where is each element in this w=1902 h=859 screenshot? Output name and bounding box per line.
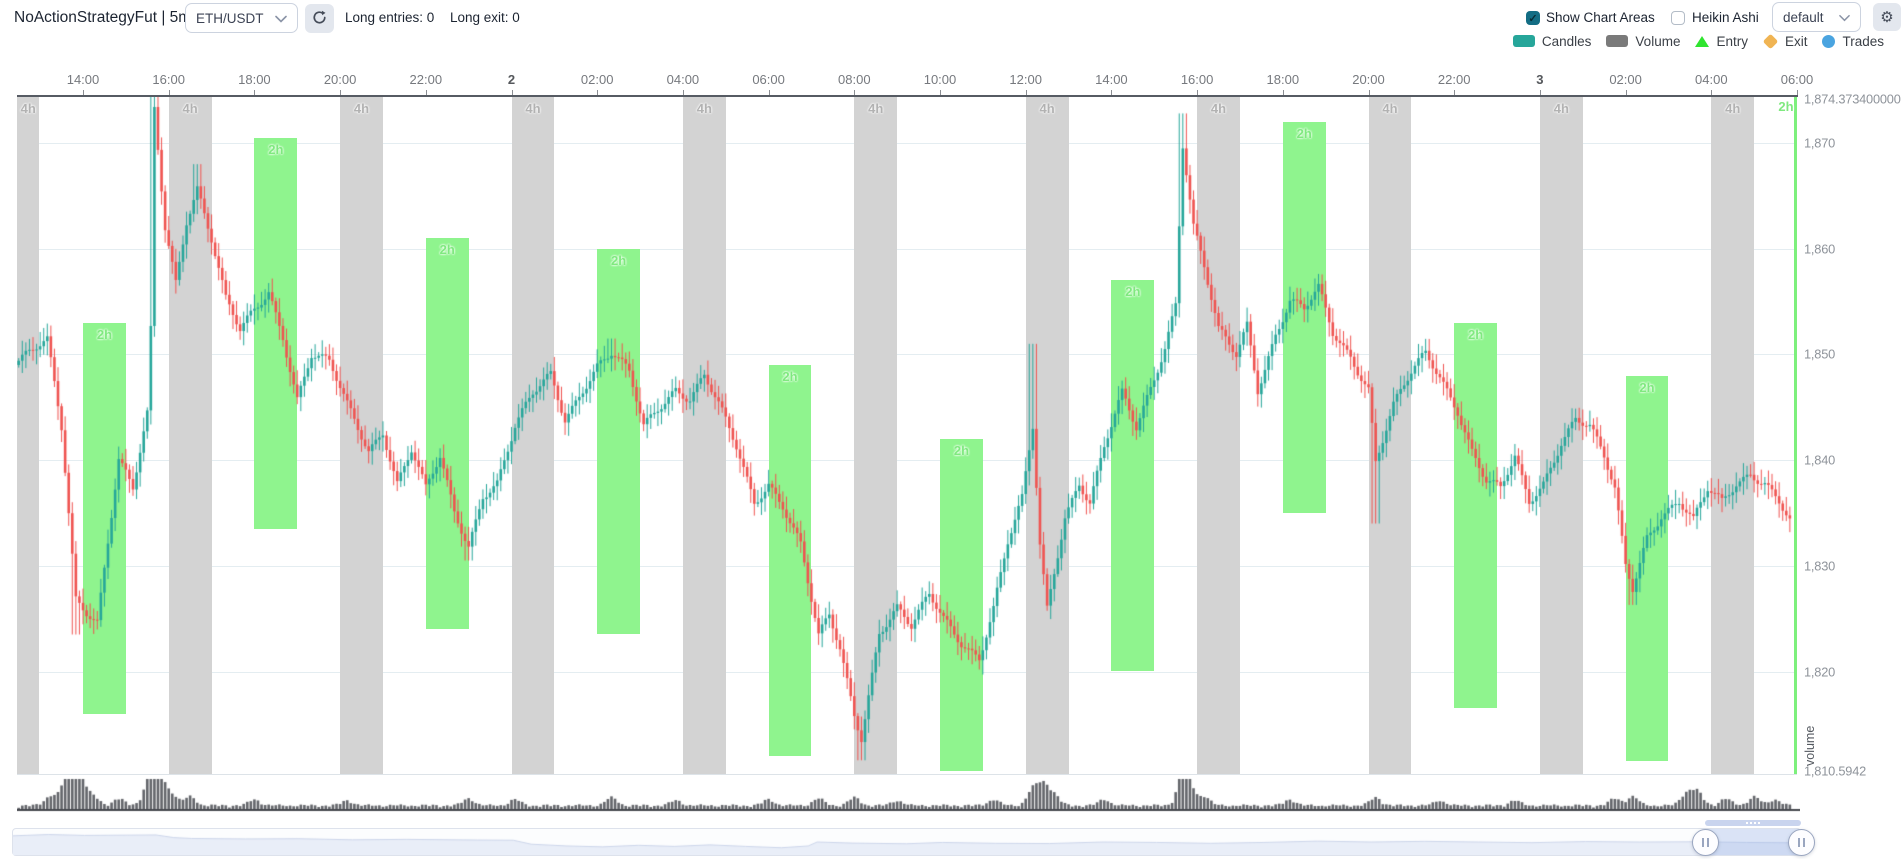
datazoom-selected-bar[interactable]	[1705, 820, 1801, 826]
legend-label: Volume	[1635, 33, 1681, 49]
datazoom-slider[interactable]	[12, 828, 1802, 856]
show-chart-areas-checkbox[interactable]: ✓	[1526, 11, 1540, 25]
refresh-button[interactable]	[305, 4, 334, 33]
time-axis-label: 20:00	[1352, 72, 1385, 87]
entry-swatch-icon	[1695, 35, 1710, 47]
time-axis-label: 18:00	[1266, 72, 1300, 87]
legend-item-candles[interactable]: Candles	[1512, 33, 1592, 49]
refresh-icon	[312, 10, 327, 28]
time-axis-label: 22:00	[1437, 72, 1471, 87]
time-axis-label: 08:00	[838, 72, 871, 87]
price-axis-label: 1,810.5942	[1804, 763, 1867, 779]
pair-select[interactable]: ETH/USDT	[185, 3, 298, 33]
time-axis-tick	[254, 90, 256, 97]
time-axis-label: 12:00	[1009, 72, 1042, 87]
time-axis-label: 3	[1536, 72, 1544, 87]
time-axis-label: 04:00	[666, 72, 700, 87]
time-axis-label: 06:00	[1780, 72, 1814, 87]
candlestick-chart[interactable]	[17, 97, 1800, 812]
legend-label: Exit	[1784, 33, 1808, 49]
chevron-down-icon	[275, 11, 287, 26]
gear-icon: ⚙	[1880, 9, 1894, 26]
datazoom-minimap	[13, 829, 1800, 855]
chart-legend: Candles Volume Entry Exit Trades	[1512, 31, 1884, 51]
price-axis-label: 1,850	[1804, 346, 1836, 362]
price-axis: 1,874.373400000 1,870 1,860 1,850 1,840 1,830…	[1804, 91, 1901, 779]
time-axis-label: 18:00	[238, 72, 271, 87]
time-axis-tick	[83, 90, 84, 97]
time-axis-label: 10:00	[923, 72, 957, 87]
time-axis-tick	[854, 90, 856, 97]
time-axis-tick	[940, 90, 941, 97]
time-axis-label: 16:00	[1180, 72, 1214, 87]
time-axis-tick	[1625, 90, 1627, 97]
time-axis-tick	[597, 90, 599, 97]
time-axis-tick	[1197, 90, 1199, 97]
legend-item-entry[interactable]: Entry	[1695, 34, 1748, 49]
time-axis-tick	[1368, 90, 1370, 97]
settings-button[interactable]: ⚙	[1873, 3, 1901, 31]
trades-swatch-icon	[1822, 34, 1836, 48]
datazoom-selection[interactable]	[1706, 829, 1802, 855]
time-axis-line	[17, 95, 1798, 97]
time-axis-label: 2	[507, 72, 516, 87]
time-axis-tick	[1797, 90, 1798, 97]
time-axis-label: 22:00	[409, 72, 443, 87]
time-axis-tick	[1111, 90, 1113, 97]
time-axis-tick	[1539, 90, 1541, 97]
price-axis-label: 1,874.373400000	[1804, 91, 1901, 107]
page-title: NoActionStrategyFut | 5m	[14, 9, 192, 26]
plot-config-select[interactable]: default	[1772, 2, 1861, 32]
price-axis-label: 1,860	[1804, 241, 1836, 257]
candles-swatch-icon	[1512, 35, 1535, 47]
time-axis-tick	[1454, 90, 1456, 97]
price-axis-label: 1,820	[1804, 664, 1836, 680]
time-axis-label: 04:00	[1695, 72, 1728, 87]
legend-label: Trades	[1842, 33, 1884, 49]
time-axis-label: 14:00	[1095, 72, 1128, 87]
heikin-ashi-checkbox[interactable]	[1671, 11, 1685, 25]
price-axis-label: 1,870	[1804, 135, 1836, 151]
time-axis-tick	[682, 90, 684, 97]
time-axis-tick	[511, 90, 513, 97]
time-axis-tick	[1282, 90, 1284, 97]
time-axis-label: 16:00	[152, 72, 185, 87]
show-chart-areas-label: Show Chart Areas	[1546, 10, 1655, 25]
time-axis: 14:00 16:00 18:00 20:00 22:00 2 02:00 04:00 06:0…	[0, 0, 1902, 97]
time-axis-tick	[1025, 90, 1027, 97]
long-exit-stat: Long exit: 0	[450, 10, 520, 25]
plot-config-value: default	[1783, 9, 1824, 25]
volume-axis-label: volume	[1803, 725, 1817, 767]
datazoom-left-handle[interactable]	[1691, 828, 1719, 856]
time-axis-label: 02:00	[580, 72, 614, 87]
time-axis-tick	[1711, 90, 1713, 97]
datazoom-right-handle[interactable]	[1787, 828, 1815, 856]
time-axis-label: 06:00	[752, 72, 785, 87]
time-axis-tick	[768, 90, 770, 97]
price-axis-label: 1,830	[1804, 558, 1836, 574]
chevron-down-icon	[1839, 10, 1850, 25]
time-axis-tick	[425, 90, 427, 97]
time-axis-label: 14:00	[66, 72, 100, 87]
time-axis-label: 02:00	[1609, 72, 1642, 87]
legend-item-volume[interactable]: Volume	[1606, 34, 1680, 49]
legend-item-exit[interactable]: Exit	[1762, 33, 1808, 49]
heikin-ashi-label: Heikin Ashi	[1692, 10, 1759, 25]
pair-select-value: ETH/USDT	[196, 10, 264, 26]
legend-item-trades[interactable]: Trades	[1822, 34, 1884, 49]
volume-swatch-icon	[1606, 35, 1629, 47]
long-entries-stat: Long entries: 0	[345, 10, 435, 25]
legend-label: Candles	[1541, 33, 1592, 49]
price-axis-label: 1,840	[1804, 452, 1836, 468]
time-axis-tick	[340, 90, 342, 97]
legend-label: Entry	[1716, 33, 1748, 49]
time-axis-label: 20:00	[323, 72, 357, 87]
time-axis-tick	[168, 90, 170, 97]
grip-dots-icon	[1746, 822, 1760, 824]
